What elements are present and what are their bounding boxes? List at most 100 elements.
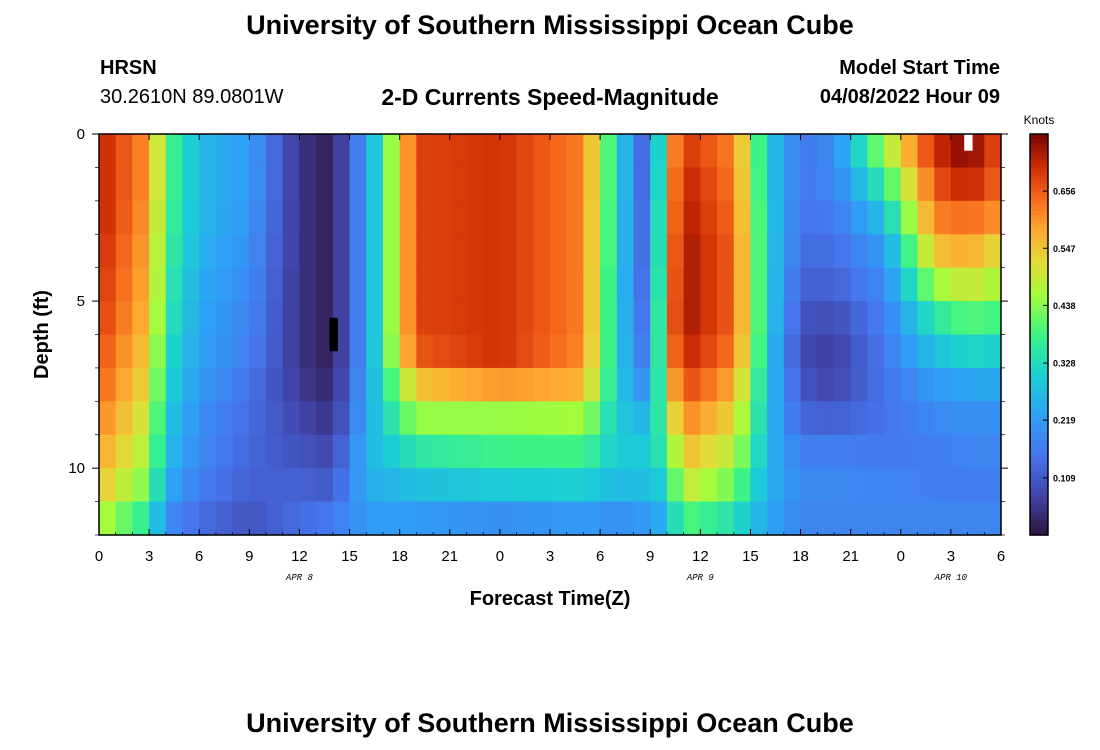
colorbar: Knots 0.109 0.219 0.328 0.438 0.547 0.656 bbox=[1024, 113, 1076, 536]
heatmap-cell bbox=[717, 434, 735, 469]
colorbar-step bbox=[1030, 354, 1048, 360]
heatmap-cell bbox=[767, 434, 785, 469]
heatmap-cell bbox=[700, 200, 718, 235]
heatmap-cell bbox=[950, 200, 969, 235]
heatmap-cell bbox=[316, 334, 334, 369]
colorbar-step bbox=[1030, 282, 1048, 287]
heatmap-cell bbox=[767, 401, 785, 436]
heatmap-cell bbox=[149, 434, 167, 469]
heatmap-cell bbox=[817, 134, 835, 169]
heatmap-cell bbox=[449, 234, 468, 269]
heatmap-cell bbox=[232, 167, 250, 202]
heatmap-cell bbox=[533, 301, 551, 336]
heatmap-cell bbox=[867, 200, 885, 235]
heatmap-cell bbox=[650, 468, 668, 503]
heatmap-cell bbox=[516, 401, 534, 436]
heatmap-cell bbox=[215, 167, 234, 202]
heatmap-cell bbox=[533, 434, 551, 469]
heatmap-cell bbox=[583, 367, 601, 402]
model-start-value: 04/08/2022 Hour 09 bbox=[819, 86, 1000, 108]
heatmap-cell bbox=[466, 434, 484, 469]
heatmap-cell bbox=[416, 267, 434, 302]
colorbar-step bbox=[1030, 314, 1048, 320]
heatmap-cell bbox=[165, 468, 184, 503]
heatmap-cell bbox=[282, 167, 301, 202]
heatmap-cell bbox=[132, 468, 150, 503]
heatmap-cell bbox=[984, 134, 1002, 169]
colorbar-step bbox=[1030, 518, 1048, 524]
heatmap-cell bbox=[99, 367, 117, 402]
heatmap-cell bbox=[800, 234, 818, 269]
heatmap-cell bbox=[316, 434, 334, 469]
heatmap-cell bbox=[600, 267, 618, 302]
heatmap-cell bbox=[433, 167, 451, 202]
heatmap-cell bbox=[550, 334, 568, 369]
heatmap-cell bbox=[884, 468, 902, 503]
heatmap-cell bbox=[733, 301, 752, 336]
heatmap-cell bbox=[683, 501, 701, 536]
heatmap-cell bbox=[817, 301, 835, 336]
heatmap-cell bbox=[499, 301, 518, 336]
heatmap-cell bbox=[600, 468, 618, 503]
heatmap-cell bbox=[249, 200, 267, 235]
heatmap-cell bbox=[332, 234, 351, 269]
heatmap-cell bbox=[199, 301, 217, 336]
heatmap-cell bbox=[666, 301, 685, 336]
heatmap-cell bbox=[900, 267, 919, 302]
heatmap-cell bbox=[767, 200, 785, 235]
heatmap-cell bbox=[349, 167, 367, 202]
heatmap-cell bbox=[683, 267, 701, 302]
heatmap-cell bbox=[683, 401, 701, 436]
heatmap-cell bbox=[516, 334, 534, 369]
heatmap-cell bbox=[399, 234, 417, 269]
heatmap-cell bbox=[900, 200, 919, 235]
heatmap-cell bbox=[366, 334, 384, 369]
heatmap-cell bbox=[349, 200, 367, 235]
heatmap-cell bbox=[800, 301, 818, 336]
colorbar-step bbox=[1030, 162, 1048, 167]
heatmap-cell bbox=[132, 301, 150, 336]
heatmap-cell bbox=[483, 200, 501, 235]
heatmap-cell bbox=[182, 401, 200, 436]
heatmap-cell bbox=[817, 367, 835, 402]
heatmap-cell bbox=[249, 167, 267, 202]
heatmap-cell bbox=[884, 501, 902, 536]
heatmap-cell bbox=[717, 401, 735, 436]
heatmap-cell bbox=[349, 501, 367, 536]
heatmap-cell bbox=[767, 301, 785, 336]
heatmap-cell bbox=[533, 334, 551, 369]
heatmap-cell bbox=[650, 267, 668, 302]
heatmap-cell bbox=[165, 501, 184, 536]
heatmap-cell bbox=[99, 468, 117, 503]
colorbar-step bbox=[1030, 238, 1048, 243]
heatmap-cell bbox=[466, 334, 484, 369]
heatmap-cell bbox=[967, 200, 985, 235]
heatmap-cell bbox=[499, 334, 518, 369]
x-tick-label: 15 bbox=[742, 548, 759, 565]
colorbar-ticks: 0.109 0.219 0.328 0.438 0.547 0.656 bbox=[1043, 187, 1076, 483]
heatmap-cell bbox=[165, 301, 184, 336]
heatmap-cell bbox=[633, 301, 651, 336]
colorbar-step bbox=[1030, 346, 1048, 352]
heatmap-cell bbox=[366, 434, 384, 469]
heatmap-cell bbox=[282, 334, 301, 369]
heatmap-cell bbox=[416, 234, 434, 269]
heatmap-cell bbox=[399, 334, 417, 369]
heatmap-cell bbox=[266, 167, 284, 202]
heatmap-cell bbox=[817, 267, 835, 302]
heatmap-cell bbox=[867, 434, 885, 469]
heatmap-cell bbox=[382, 200, 401, 235]
heatmap-cell bbox=[600, 334, 618, 369]
heatmap-cell bbox=[533, 501, 551, 536]
heatmap-cell bbox=[683, 200, 701, 235]
heatmap-cell bbox=[683, 234, 701, 269]
heatmap-cell bbox=[349, 468, 367, 503]
heatmap-cell bbox=[165, 267, 184, 302]
heatmap-cell bbox=[182, 434, 200, 469]
heatmap-cell bbox=[132, 401, 150, 436]
heatmap-cell bbox=[666, 468, 685, 503]
heatmap-cell bbox=[566, 134, 584, 169]
heatmap-cell bbox=[499, 468, 518, 503]
heatmap-cell bbox=[917, 401, 935, 436]
heatmap-cell bbox=[967, 501, 985, 536]
